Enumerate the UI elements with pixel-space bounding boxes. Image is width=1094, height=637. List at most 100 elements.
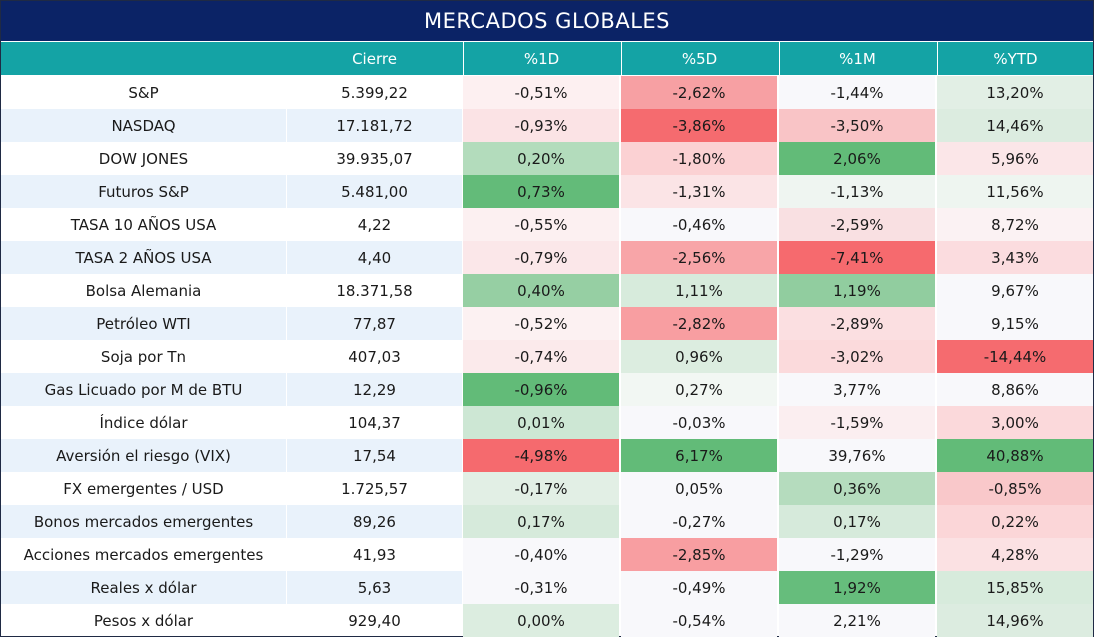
row-close: 4,22 bbox=[357, 215, 392, 234]
row-name: Índice dólar bbox=[99, 413, 188, 432]
row-1d: -0,40% bbox=[463, 538, 619, 571]
row-ytd: 4,28% bbox=[937, 538, 1093, 571]
row-close: 17.181,72 bbox=[287, 109, 462, 142]
row-1m: 0,36% bbox=[779, 472, 935, 505]
row-name: TASA 2 AÑOS USA bbox=[1, 241, 286, 274]
row-1d: 0,01% bbox=[463, 406, 619, 439]
row-ytd: 11,56% bbox=[937, 175, 1093, 208]
row-name: Futuros S&P bbox=[1, 175, 286, 208]
row-1m: 1,92% bbox=[779, 571, 935, 604]
row-ytd: 8,72% bbox=[937, 208, 1093, 241]
row-close: 89,26 bbox=[287, 505, 462, 538]
table-row: Bolsa Alemania 18.371,58 0,40% 1,11% 1,19% 9,… bbox=[1, 274, 1093, 307]
row-ytd: 9,67% bbox=[937, 274, 1093, 307]
table-row: NASDAQ 17.181,72 -0,93% -3,86% -3,50% 14,46% bbox=[1, 109, 1093, 142]
row-1d: -0,79% bbox=[463, 241, 619, 274]
row-ytd: 8,86% bbox=[937, 373, 1093, 406]
row-5d: 0,96% bbox=[621, 340, 777, 373]
row-close: 39.935,07 bbox=[336, 149, 413, 168]
header-1d: %1D bbox=[463, 42, 619, 75]
header-1m: %1M bbox=[779, 42, 935, 75]
table-row: DOW JONES 39.935,07 0,20% -1,80% 2,06% 5,96% bbox=[1, 142, 1093, 175]
row-1d: -0,93% bbox=[463, 109, 619, 142]
row-5d: -1,31% bbox=[621, 175, 777, 208]
header-ytd: %YTD bbox=[937, 42, 1093, 75]
table-row: FX emergentes / USD 1.725,57 -0,17% 0,05% 0,… bbox=[1, 472, 1093, 505]
row-ytd: 15,85% bbox=[937, 571, 1093, 604]
row-1m: -1,13% bbox=[779, 175, 935, 208]
row-1d: -0,74% bbox=[463, 340, 619, 373]
row-close: 41,93 bbox=[353, 545, 396, 564]
row-5d: 0,05% bbox=[621, 472, 777, 505]
row-name: TASA 10 AÑOS USA bbox=[70, 215, 217, 234]
row-1m: 2,06% bbox=[779, 142, 935, 175]
row-5d: 0,27% bbox=[621, 373, 777, 406]
row-name: Pesos x dólar bbox=[93, 611, 194, 630]
row-close: 77,87 bbox=[287, 307, 462, 340]
row-1m: -2,89% bbox=[779, 307, 935, 340]
row-close: 1.725,57 bbox=[341, 479, 408, 498]
row-ytd: 0,22% bbox=[937, 505, 1093, 538]
row-close: 407,03 bbox=[348, 347, 401, 366]
row-close: 5.481,00 bbox=[287, 175, 462, 208]
row-name: Aversión el riesgo (VIX) bbox=[1, 439, 286, 472]
row-name: NASDAQ bbox=[1, 109, 286, 142]
row-close: 17,54 bbox=[287, 439, 462, 472]
row-1m: -1,59% bbox=[779, 406, 935, 439]
table-row: Petróleo WTI 77,87 -0,52% -2,82% -2,89% 9,15% bbox=[1, 307, 1093, 340]
row-1d: -0,31% bbox=[463, 571, 619, 604]
row-ytd: 9,15% bbox=[937, 307, 1093, 340]
row-name: Petróleo WTI bbox=[1, 307, 286, 340]
row-5d: -2,62% bbox=[621, 76, 777, 109]
row-1m: -1,29% bbox=[779, 538, 935, 571]
row-ytd: 3,00% bbox=[937, 406, 1093, 439]
row-ytd: 40,88% bbox=[937, 439, 1093, 472]
row-5d: -2,56% bbox=[621, 241, 777, 274]
row-5d: -0,49% bbox=[621, 571, 777, 604]
row-1d: 0,40% bbox=[463, 274, 619, 307]
table-body: S&P 5.399,22 -0,51% -2,62% -1,44% 13,20% NASDA… bbox=[1, 76, 1093, 637]
row-1d: -0,96% bbox=[463, 373, 619, 406]
row-name: Reales x dólar bbox=[1, 571, 286, 604]
row-1m: 0,17% bbox=[779, 505, 935, 538]
row-1m: 39,76% bbox=[779, 439, 935, 472]
table-row: Acciones mercados emergentes 41,93 -0,40% -… bbox=[1, 538, 1093, 571]
row-1m: 2,21% bbox=[779, 604, 935, 637]
row-ytd: -14,44% bbox=[937, 340, 1093, 373]
row-close: 5,63 bbox=[287, 571, 462, 604]
row-close: 104,37 bbox=[348, 413, 401, 432]
table-row: S&P 5.399,22 -0,51% -2,62% -1,44% 13,20% bbox=[1, 76, 1093, 109]
row-name: Bolsa Alemania bbox=[85, 281, 202, 300]
row-1m: -1,44% bbox=[779, 76, 935, 109]
row-1m: -7,41% bbox=[779, 241, 935, 274]
row-ytd: 13,20% bbox=[937, 76, 1093, 109]
row-5d: 1,11% bbox=[621, 274, 777, 307]
row-name: Gas Licuado por M de BTU bbox=[1, 373, 286, 406]
table-row: Índice dólar 104,37 0,01% -0,03% -1,59% 3,00% bbox=[1, 406, 1093, 439]
row-5d: -0,54% bbox=[621, 604, 777, 637]
row-5d: -0,46% bbox=[621, 208, 777, 241]
row-5d: -0,27% bbox=[621, 505, 777, 538]
row-1m: -2,59% bbox=[779, 208, 935, 241]
row-5d: -2,85% bbox=[621, 538, 777, 571]
row-name: Soja por Tn bbox=[100, 347, 187, 366]
row-1d: 0,00% bbox=[463, 604, 619, 637]
row-1d: -0,52% bbox=[463, 307, 619, 340]
table-row: Bonos mercados emergentes 89,26 0,17% -0,27… bbox=[1, 505, 1093, 538]
row-1d: -0,51% bbox=[463, 76, 619, 109]
row-close: 12,29 bbox=[287, 373, 462, 406]
row-1d: 0,17% bbox=[463, 505, 619, 538]
row-name: FX emergentes / USD bbox=[63, 479, 224, 498]
table-row: TASA 2 AÑOS USA 4,40 -0,79% -2,56% -7,41% 3,4… bbox=[1, 241, 1093, 274]
header-name bbox=[1, 42, 286, 75]
row-ytd: 14,46% bbox=[937, 109, 1093, 142]
row-1m: -3,02% bbox=[779, 340, 935, 373]
row-ytd: 3,43% bbox=[937, 241, 1093, 274]
table-row: Pesos x dólar 929,40 0,00% -0,54% 2,21% 14,96… bbox=[1, 604, 1093, 637]
row-name: S&P bbox=[128, 83, 159, 102]
table-row: Gas Licuado por M de BTU 12,29 -0,96% 0,27%… bbox=[1, 373, 1093, 406]
table-row: Reales x dólar 5,63 -0,31% -0,49% 1,92% 15,85… bbox=[1, 571, 1093, 604]
table-row: Aversión el riesgo (VIX) 17,54 -4,98% 6,17%… bbox=[1, 439, 1093, 472]
row-5d: -0,03% bbox=[621, 406, 777, 439]
